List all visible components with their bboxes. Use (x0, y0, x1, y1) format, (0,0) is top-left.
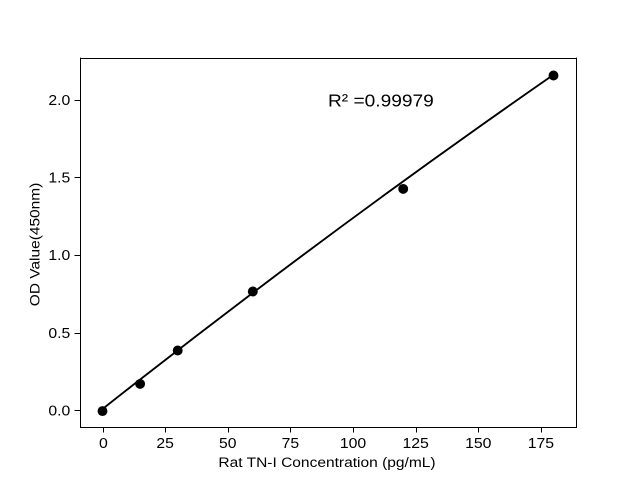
svg-text:1.0: 1.0 (48, 248, 70, 264)
svg-text:75: 75 (282, 436, 300, 452)
svg-text:0: 0 (99, 436, 108, 452)
svg-text:OD Value(450nm): OD Value(450nm) (27, 183, 43, 307)
svg-text:50: 50 (219, 436, 237, 452)
svg-text:100: 100 (340, 436, 366, 452)
svg-text:2.0: 2.0 (48, 93, 70, 109)
svg-text:25: 25 (156, 436, 174, 452)
svg-text:0.0: 0.0 (48, 404, 70, 420)
svg-text:R² =0.99979: R² =0.99979 (328, 91, 434, 111)
svg-text:0.5: 0.5 (48, 326, 70, 342)
svg-text:175: 175 (528, 436, 554, 452)
svg-text:150: 150 (465, 436, 491, 452)
svg-text:1.5: 1.5 (48, 170, 70, 186)
svg-text:Rat TN-I Concentration (pg/mL): Rat TN-I Concentration (pg/mL) (218, 455, 435, 471)
svg-text:125: 125 (402, 436, 428, 452)
